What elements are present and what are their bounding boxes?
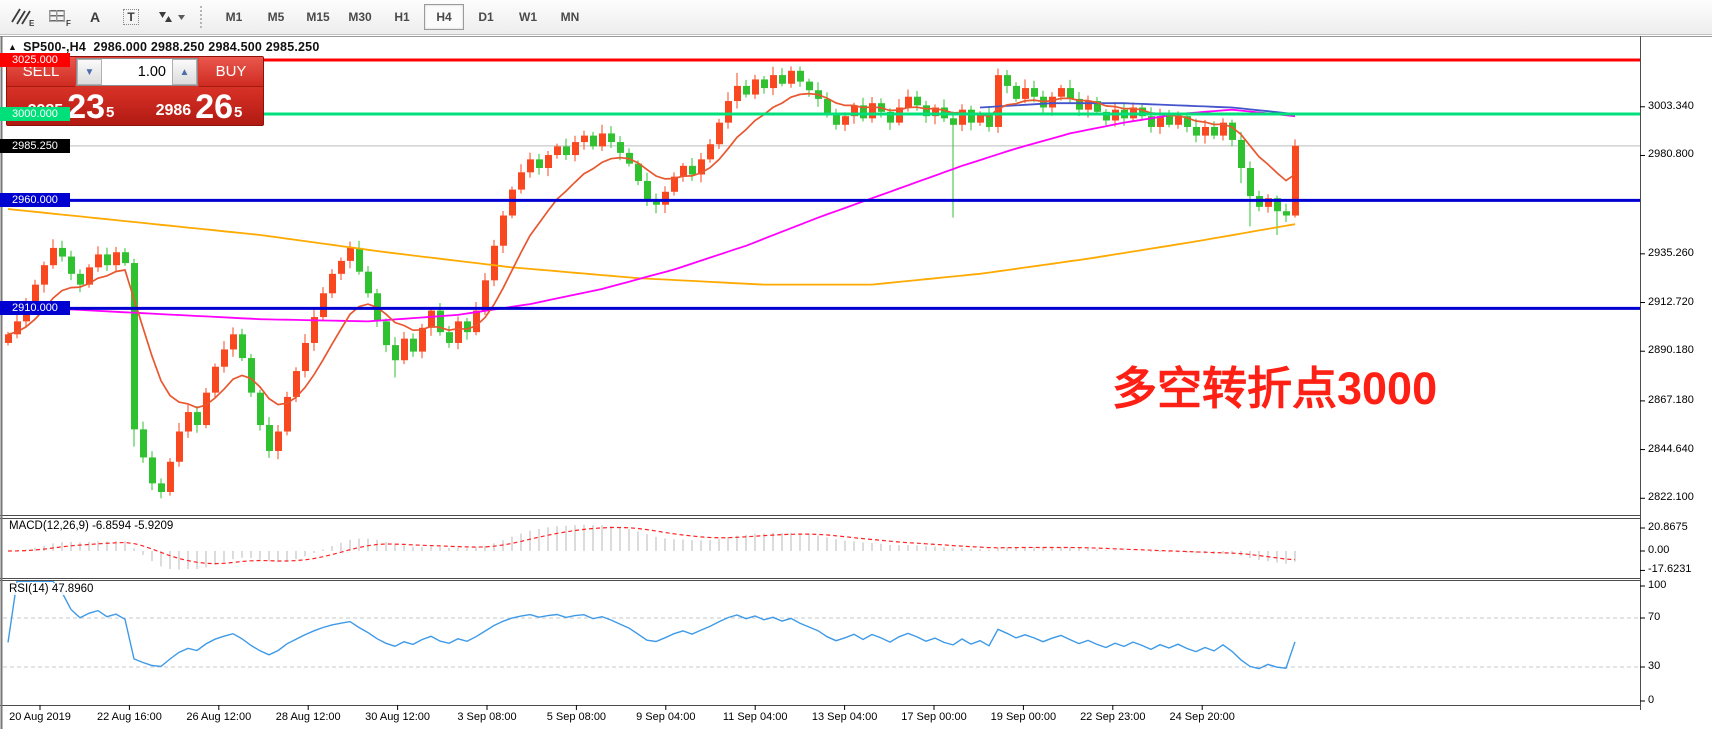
text-label-icon[interactable]: A — [89, 9, 101, 25]
timeframe-button-m15[interactable]: M15 — [306, 10, 330, 24]
timeframe-button-m1[interactable]: M1 — [225, 10, 243, 24]
chart-title: ▲ SP500-,H4 2986.000 2988.250 2984.500 29… — [8, 40, 319, 54]
price-tick-label: 2980.800 — [1648, 148, 1694, 161]
time-tick-label: 17 Sep 00:00 — [901, 711, 967, 723]
indicators-hatch-icon[interactable]: E — [8, 3, 38, 31]
quote-close: 2985.250 — [265, 40, 320, 54]
time-tick-label: 30 Aug 12:00 — [365, 711, 431, 723]
volume-input[interactable]: 1.00 — [102, 59, 172, 85]
price-tick-label: 2912.720 — [1648, 295, 1694, 308]
rsi-axis-label: 0 — [1648, 694, 1655, 706]
symbol-period: SP500-,H4 — [23, 40, 87, 54]
arrange-objects-icon[interactable] — [152, 3, 188, 31]
macd-axis-label: -17.6231 — [1648, 563, 1692, 576]
price-tick-label: 2867.180 — [1648, 393, 1694, 406]
buy-price-sup: 5 — [234, 104, 243, 121]
volume-increase-button[interactable]: ▲ — [172, 59, 197, 85]
quote-open: 2986.000 — [93, 40, 148, 54]
time-tick-label: 9 Sep 04:00 — [636, 711, 696, 723]
time-tick-label: 22 Aug 16:00 — [96, 711, 162, 723]
time-tick-label: 19 Sep 00:00 — [990, 711, 1057, 723]
time-tick-label: 22 Sep 23:00 — [1080, 711, 1146, 723]
buy-quote[interactable]: 2986 26 5 — [135, 87, 263, 125]
collapse-panel-icon[interactable]: ▲ — [8, 42, 18, 52]
price-badge: 2985.250 — [0, 138, 70, 153]
svg-text:F: F — [66, 19, 71, 28]
time-tick-label: 20 Aug 2019 — [9, 711, 71, 723]
grid-pattern-icon[interactable]: F — [44, 3, 74, 31]
chart-window: ▲ SP500-,H4 2986.000 2988.250 2984.500 29… — [0, 36, 1712, 729]
timeframe-button-mn[interactable]: MN — [560, 10, 580, 24]
timeframe-button-d1[interactable]: D1 — [478, 10, 494, 24]
timeframe-toolbar: M1 M5 M15 M30 H1 H4 D1 W1 MN — [214, 4, 592, 30]
rsi-indicator-label: RSI(14) 47.8960 — [7, 583, 96, 595]
timeframe-button-m30[interactable]: M30 — [348, 10, 372, 24]
price-tick-label: 3003.340 — [1648, 99, 1694, 112]
text-tool-icon[interactable]: T — [116, 3, 146, 31]
macd-axis-label: 20.8675 — [1648, 521, 1688, 533]
rsi-axis-label: 100 — [1648, 579, 1667, 591]
horizontal-lines-layer — [3, 58, 1640, 310]
sell-price-sup: 5 — [106, 104, 115, 121]
moving-averages-layer — [7, 92, 1296, 409]
volume-stepper: ▼ 1.00 ▲ — [76, 58, 198, 86]
time-tick-label: 3 Sep 08:00 — [457, 711, 517, 723]
timeframe-button-w1[interactable]: W1 — [519, 10, 537, 24]
macd-axis-label: 0.00 — [1648, 544, 1670, 556]
time-tick-label: 28 Aug 12:00 — [275, 711, 341, 723]
toolbar-separator — [200, 6, 204, 28]
buy-price-small: 2986 — [155, 102, 192, 119]
macd-indicator-label: MACD(12,26,9) -6.8594 -5.9209 — [7, 520, 176, 532]
time-tick-label: 24 Sep 20:00 — [1169, 711, 1235, 723]
frame-layer — [0, 36, 1712, 729]
time-tick-label: 5 Sep 08:00 — [546, 711, 607, 723]
timeframe-button-h4[interactable]: H4 — [424, 4, 464, 30]
chart-canvas[interactable] — [0, 36, 1712, 729]
candles-layer — [5, 66, 1299, 499]
sell-price-big: 23 — [67, 88, 106, 127]
toolbar: E F A T M1 M5 M15 M30 H1 H4 D1 W1 MN — [0, 0, 1712, 35]
rsi-axis-label: 30 — [1648, 660, 1661, 672]
quote-high: 2988.250 — [150, 40, 205, 54]
price-tick-label: 2935.260 — [1648, 246, 1694, 259]
quote-low: 2984.500 — [208, 40, 263, 54]
rsi-axis-label: 70 — [1648, 611, 1661, 623]
price-badge: 2910.000 — [0, 301, 70, 316]
indicators-layer — [3, 524, 1640, 670]
price-tick-label: 2890.180 — [1648, 344, 1694, 357]
buy-price-big: 26 — [195, 88, 234, 127]
price-badge: 3000.000 — [0, 107, 70, 121]
timeframe-button-h1[interactable]: H1 — [394, 10, 410, 24]
buy-button[interactable]: BUY — [199, 57, 263, 87]
volume-decrease-button[interactable]: ▼ — [77, 59, 102, 85]
price-badge: 3025.000 — [0, 53, 70, 67]
svg-text:E: E — [29, 19, 35, 28]
timeframe-button-m5[interactable]: M5 — [267, 10, 285, 24]
time-tick-label: 11 Sep 04:00 — [722, 711, 788, 723]
price-tick-label: 2844.640 — [1648, 442, 1694, 455]
time-tick-label: 13 Sep 04:00 — [811, 711, 878, 723]
price-tick-label: 2822.100 — [1648, 491, 1694, 504]
time-tick-label: 26 Aug 12:00 — [186, 711, 252, 723]
price-badge: 2960.000 — [0, 193, 70, 208]
chart-text-annotation[interactable]: 多空转折点3000 — [1112, 363, 1438, 414]
